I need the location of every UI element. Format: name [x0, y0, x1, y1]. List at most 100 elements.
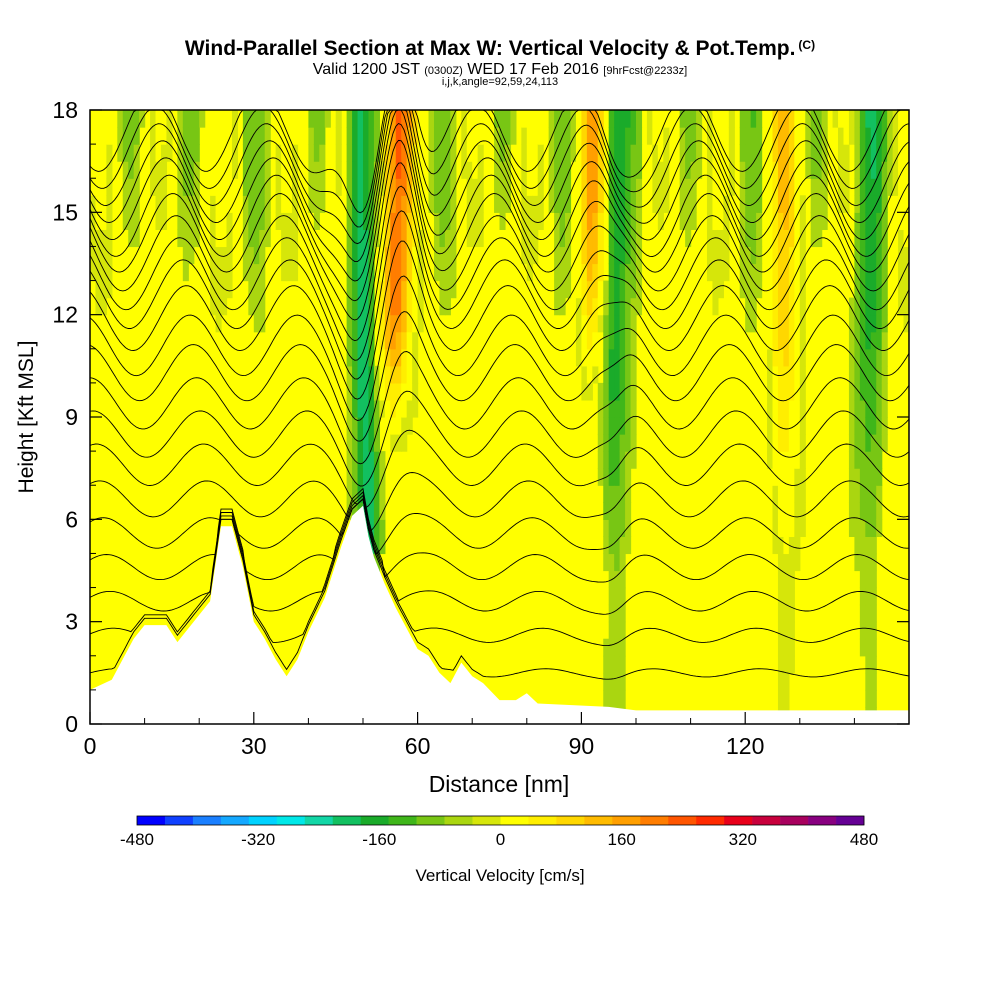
field-cell [155, 127, 162, 145]
field-cell [537, 110, 544, 128]
field-cell [603, 348, 610, 367]
field-cell [614, 689, 621, 708]
field-cell [696, 144, 703, 162]
field-cell [586, 280, 593, 299]
field-cell [264, 229, 271, 248]
field-cell [706, 212, 714, 230]
field-cell [412, 212, 419, 230]
field-cell [281, 161, 288, 179]
field-cell [95, 212, 102, 230]
field-cell [881, 348, 888, 367]
field-cell [363, 127, 370, 145]
colorbar-swatch [640, 816, 669, 825]
field-cell [368, 314, 375, 333]
field-cell [363, 110, 370, 128]
field-cell [592, 246, 599, 265]
field-cell [870, 519, 877, 537]
field-cell [259, 212, 266, 230]
field-cell [390, 417, 397, 435]
field-cell [586, 348, 593, 367]
field-cell [106, 212, 113, 230]
field-cell [783, 246, 790, 265]
field-cell [363, 178, 370, 196]
field-cell [728, 161, 735, 179]
field-cell [777, 229, 785, 248]
field-cell [625, 348, 632, 367]
field-cell [565, 178, 572, 196]
field-cell [859, 314, 866, 333]
field-cell [745, 297, 752, 316]
colorbar-swatch [304, 816, 334, 825]
field-cell [466, 229, 473, 248]
field-cell [630, 297, 637, 316]
field-cell [521, 229, 528, 248]
field-cell [554, 161, 561, 179]
field-cell [706, 263, 714, 282]
field-cell [384, 161, 391, 179]
field-cell [439, 178, 446, 196]
theta-contour [90, 429, 909, 509]
field-cell [619, 655, 626, 674]
field-cell [859, 212, 866, 230]
field-cell [870, 331, 877, 350]
field-cell [188, 161, 195, 179]
field-cell [608, 178, 615, 196]
field-cell [128, 161, 135, 179]
colorbar-swatch [528, 816, 557, 825]
field-cell [783, 161, 790, 179]
field-cell [559, 195, 566, 213]
field-cell [679, 161, 686, 179]
field-cell [876, 365, 883, 384]
field-cell [286, 246, 293, 265]
field-cell [526, 144, 533, 162]
field-cell [592, 144, 599, 162]
field-cell [264, 110, 271, 128]
field-cell [581, 314, 588, 333]
field-cell [406, 365, 413, 384]
y-tick-label: 9 [65, 404, 78, 430]
field-cell [346, 365, 353, 384]
field-cell [417, 229, 424, 248]
field-cell [646, 127, 653, 145]
field-cell [614, 382, 621, 401]
field-cell [876, 399, 883, 418]
field-cell [384, 229, 391, 248]
field-cell [575, 110, 582, 128]
field-cell [499, 110, 506, 128]
field-cell [903, 144, 909, 162]
field-cell [783, 348, 790, 367]
field-cell [794, 451, 801, 469]
field-cell [384, 348, 391, 367]
field-cell [619, 212, 626, 230]
field-cell [657, 212, 664, 230]
colorbar-tick-label: -480 [120, 830, 154, 849]
field-cell [690, 178, 697, 196]
field-cell [281, 144, 288, 162]
field-cell [390, 110, 397, 128]
x-tick-label: 0 [84, 733, 97, 759]
field-cell [903, 246, 909, 265]
field-cell [810, 110, 817, 128]
field-cell [352, 417, 359, 435]
field-cell [155, 161, 162, 179]
field-cell [401, 263, 408, 282]
field-cell [597, 195, 604, 213]
field-cell [90, 178, 97, 196]
field-cell [406, 127, 413, 145]
field-cell [614, 399, 621, 418]
field-cell [122, 144, 129, 162]
field-cell [619, 553, 626, 572]
field-cell [794, 246, 801, 265]
colorbar-swatch [164, 816, 194, 825]
field-cell [625, 382, 632, 401]
field-cell [854, 212, 861, 230]
field-cell [472, 110, 479, 128]
field-cell [559, 280, 566, 299]
field-cell [242, 178, 249, 196]
field-cell [788, 553, 795, 572]
field-cell [292, 212, 299, 230]
field-cell [390, 297, 397, 316]
field-cell [625, 246, 632, 265]
field-cell [575, 263, 582, 282]
field-cell [373, 144, 380, 162]
